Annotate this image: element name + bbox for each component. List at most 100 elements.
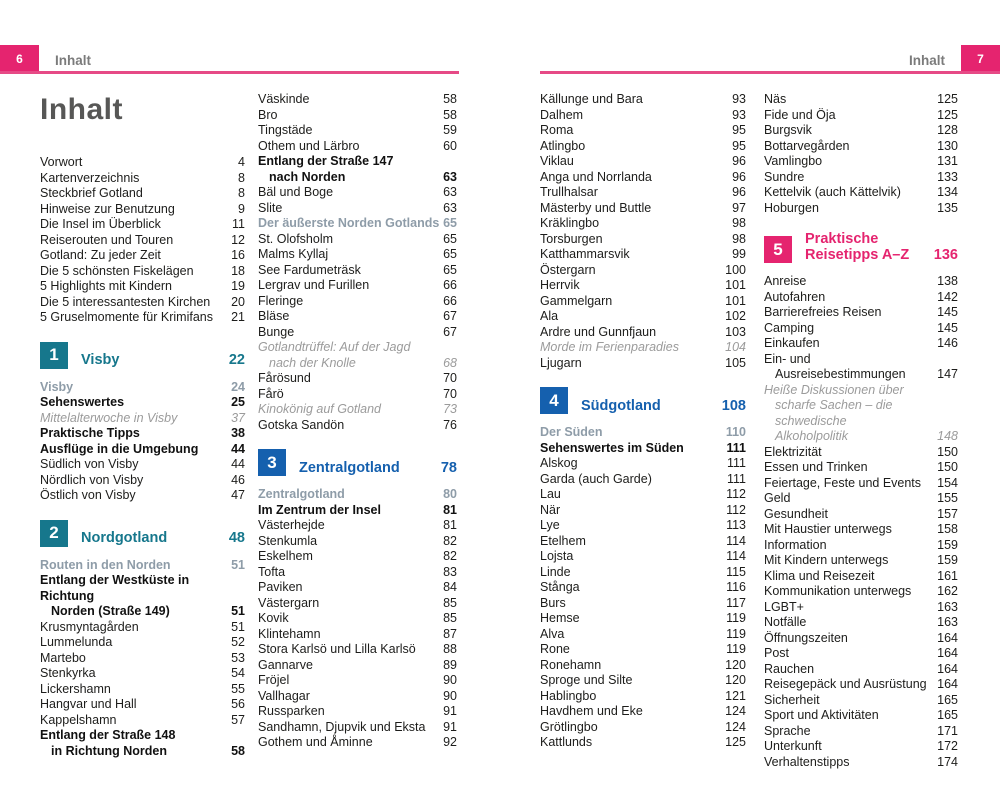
toc-entry: Sicherheit 165 [764, 693, 958, 709]
toc-entry-text: Lergrav und Furillen [258, 278, 370, 292]
toc-section-heading: Der äußerste Norden Gotlands 65 [258, 216, 457, 232]
toc-entry-page-number: 58 [443, 107, 457, 122]
toc-entry-page-number: 4 [238, 155, 245, 169]
toc-entry-page-number: 93 [732, 107, 746, 122]
toc-entry-text: Autofahren [764, 289, 826, 304]
toc-entry-page-number: 98 [732, 216, 746, 230]
toc-entry: Lickershamn 55 [40, 682, 245, 698]
toc-entry-page-number: 162 [937, 584, 958, 598]
toc-entry: Östlich von Visby 47 [40, 488, 245, 504]
toc-entry-text: Routen in den Norden [40, 557, 171, 572]
toc-entry-text: Entlang der Westküste in Richtung [40, 573, 190, 603]
toc-entry-page-number: 124 [725, 704, 746, 718]
toc-entry-text: Anga und Norrlanda [540, 169, 652, 184]
toc-entry-text: scharfe Sachen – die schwedische [775, 398, 893, 428]
toc-entry-text: Torsburgen [540, 231, 603, 246]
toc-entry-text: LGBT+ [764, 599, 804, 614]
toc-entry-text: Kappelshamn [40, 712, 117, 727]
toc-entry: Hoburgen 135 [764, 201, 958, 217]
toc-entry-text: Gothem und Åminne [258, 735, 373, 749]
toc-entry-text: Post [764, 646, 790, 660]
toc-section-heading: Der Süden 110 [540, 425, 746, 441]
toc-entry-page-number: 138 [937, 274, 958, 288]
toc-entry-page-number: 135 [937, 200, 958, 215]
toc-entry-text: Burs [540, 595, 566, 610]
toc-entry-text: Gesundheit [764, 506, 828, 521]
toc-entry-page-number: 63 [443, 169, 457, 184]
toc-entry-page-number: 47 [231, 488, 245, 502]
toc-entry-text: Sehenswertes [40, 395, 125, 409]
toc-entry-text: Klintehamn [258, 626, 321, 641]
page-title: Inhalt [40, 93, 123, 126]
toc-entry-page-number: 68 [443, 355, 457, 370]
toc-entry: 5 Highlights mit Kindern 19 [40, 279, 245, 295]
toc-entry-text: nach der Knolle [269, 355, 356, 370]
toc-entry-page-number: 164 [937, 677, 958, 691]
toc-entry-text: När [540, 502, 561, 517]
toc-entry-page-number: 90 [443, 688, 457, 703]
toc-entry-page-number: 134 [937, 185, 958, 199]
toc-entry-page-number: 92 [443, 735, 457, 749]
toc-entry-page-number: 99 [732, 247, 746, 261]
toc-entry-text: Katthammarsvik [540, 247, 630, 261]
toc-entry-text: Kartenverzeichnis [40, 170, 140, 185]
toc-entry: Russparken 91 [258, 704, 457, 720]
toc-entry-text: Stenkumla [258, 533, 318, 548]
toc-entry-text: Reisegepäck und Ausrüstung [764, 677, 927, 691]
toc-entry: Malms Kyllaj 65 [258, 247, 457, 263]
toc-entry-text: Unterkunft [764, 739, 822, 753]
toc-entry-text: Mit Kindern unterwegs [764, 553, 889, 567]
toc-entry-page-number: 119 [726, 626, 746, 641]
toc-entry: Information 159 [764, 538, 958, 554]
toc-entry-text: Burgsvik [764, 123, 812, 137]
left-page-number-badge: 6 [0, 45, 39, 73]
toc-entry-text: Västergarn [258, 595, 320, 610]
toc-entry-text: Gotland: Zu jeder Zeit [40, 248, 161, 262]
toc-entry-text: Eskelhem [258, 549, 313, 563]
toc-entry-text: Etelhem [540, 533, 586, 548]
toc-entry: Kinokönig auf Gotland 73 [258, 402, 457, 418]
toc-entry-page-number: 54 [231, 666, 245, 680]
toc-entry: LGBT+ 163 [764, 600, 958, 616]
toc-entry: Bro 58 [258, 108, 457, 124]
toc-entry-page-number: 96 [732, 169, 746, 184]
toc-entry-page-number: 73 [443, 402, 457, 416]
toc-entry-text: Fleringe [258, 293, 304, 308]
toc-entry: Stenkumla 82 [258, 534, 457, 550]
toc-entry: Ala 102 [540, 309, 746, 325]
toc-entry-page-number: 150 [937, 444, 958, 459]
toc-entry-text: Ein- und [764, 351, 811, 366]
toc-entry-page-number: 19 [231, 279, 245, 293]
toc-entry: Mittelalterwoche in Visby 37 [40, 411, 245, 427]
chapter-label: Nordgotland [81, 530, 168, 546]
left-header-rule [0, 71, 459, 74]
toc-entry-page-number: 16 [231, 248, 245, 262]
toc-entry-text: Mästerby und Buttle [540, 200, 652, 215]
toc-entry-text: Hemse [540, 611, 580, 625]
toc-entry: Lye 113 [540, 518, 746, 534]
toc-entry-text: Barrierefreies Reisen [764, 305, 882, 319]
toc-entry-text: Kovik [258, 611, 289, 625]
chapter-page-number: 22 [228, 352, 245, 368]
toc-entry-page-number: 11 [232, 217, 245, 231]
toc-entry: Gotska Sandön 76 [258, 418, 457, 434]
toc-entry: Västergarn 85 [258, 596, 457, 612]
toc-entry-text: Information [764, 537, 827, 552]
toc-entry-page-number: 85 [443, 611, 457, 625]
chapter-number-badge: 3 [258, 449, 286, 476]
toc-chapter-5: 5 Praktische Reisetipps A–Z 136 [764, 231, 958, 263]
toc-entry-text: Entlang der Straße 147 [258, 154, 394, 168]
toc-entry-text: Paviken [258, 580, 303, 594]
toc-entry-page-number: 95 [732, 123, 746, 137]
toc-entry-page-number: 51 [231, 604, 245, 618]
toc-entry-text: Bäl und Boge [258, 185, 334, 199]
toc-entry-text: St. Olofsholm [258, 231, 334, 246]
toc-entry-page-number: 12 [231, 232, 245, 247]
toc-entry: Näs 125 [764, 92, 958, 108]
toc-entry-text: Klima und Reisezeit [764, 568, 875, 583]
toc-entry-page-number: 58 [443, 92, 457, 106]
toc-entry-page-number: 56 [231, 697, 245, 711]
toc-entry-page-number: 174 [937, 754, 958, 769]
toc-entry-text: Sandhamn, Djupvik und Eksta [258, 719, 426, 734]
toc-entry: Unterkunft 172 [764, 739, 958, 755]
